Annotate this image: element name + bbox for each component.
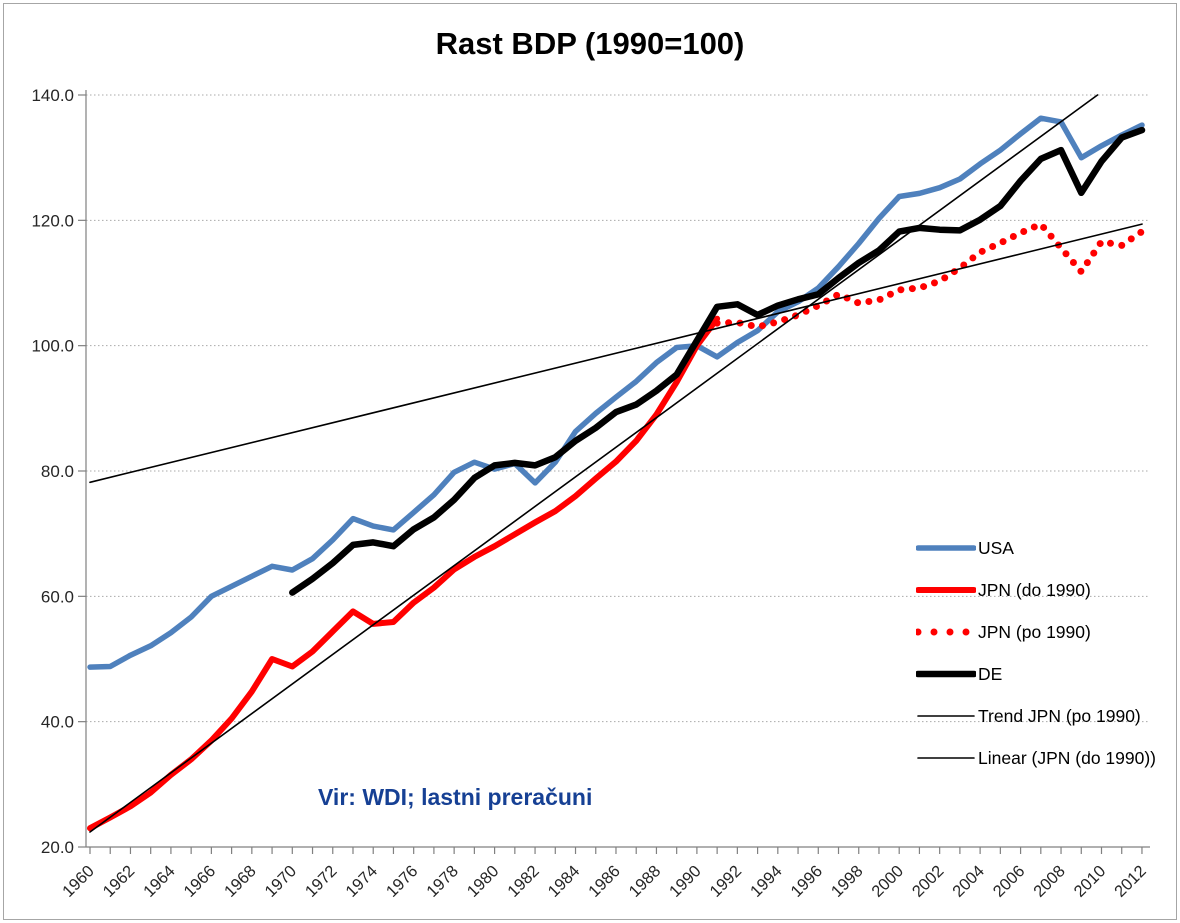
series-line-jpn-do-1990 xyxy=(87,315,721,832)
y-tick-label-60.0: 60.0 xyxy=(41,587,74,606)
y-tick-label-100.0: 100.0 xyxy=(31,337,74,356)
x-tick-label-1998: 1998 xyxy=(828,862,867,901)
legend-entry-usa: USA xyxy=(916,527,1166,569)
legend-entry-trend-jpn: Trend JPN (po 1990) xyxy=(916,695,1166,737)
y-tick-label-140.0: 140.0 xyxy=(31,86,74,105)
series-line-de xyxy=(289,126,1146,596)
legend-label-de: DE xyxy=(978,663,1003,684)
x-tick-label-1964: 1964 xyxy=(140,862,179,901)
trend-line-sample-icon xyxy=(917,715,975,717)
x-tick-label-2008: 2008 xyxy=(1030,862,1069,901)
legend-label-usa: USA xyxy=(978,537,1014,558)
y-tick-label-20.0: 20.0 xyxy=(41,838,74,857)
x-tick-label-2004: 2004 xyxy=(949,862,988,901)
x-tick-label-1966: 1966 xyxy=(181,862,220,901)
x-tick-label-1994: 1994 xyxy=(747,862,786,901)
x-tick-label-1978: 1978 xyxy=(423,862,462,901)
y-tick-label-80.0: 80.0 xyxy=(41,462,74,481)
x-tick-label-2010: 2010 xyxy=(1071,862,1110,901)
x-tick-label-2006: 2006 xyxy=(990,862,1029,901)
chart-title: Rast BDP (1990=100) xyxy=(435,26,745,61)
legend-label-trend-jpn: Trend JPN (po 1990) xyxy=(978,705,1141,726)
jpn-solid-line-sample-icon xyxy=(916,587,976,593)
legend-label-linear-jpn: Linear (JPN (do 1990)) xyxy=(978,747,1156,768)
jpn-dotted-line-sample-icon xyxy=(916,628,976,636)
y-tick-label-40.0: 40.0 xyxy=(41,713,74,732)
series-line-linear-jpn-do-1990 xyxy=(89,94,1099,833)
x-tick-label-2002: 2002 xyxy=(909,862,948,901)
series-line-trend-jpn-po-1990 xyxy=(89,223,1143,484)
x-tick-label-2000: 2000 xyxy=(868,862,907,901)
legend-entry-linear-jpn: Linear (JPN (do 1990)) xyxy=(916,737,1166,779)
legend: USA JPN (do 1990) JPN (po 1990) DE Trend… xyxy=(916,527,1166,779)
x-tick-label-1996: 1996 xyxy=(787,862,826,901)
x-tick-label-1992: 1992 xyxy=(706,862,745,901)
de-line-sample-icon xyxy=(916,670,976,678)
legend-entry-de: DE xyxy=(916,653,1166,695)
legend-entry-jpn-po-1990: JPN (po 1990) xyxy=(916,611,1166,653)
x-tick-label-1968: 1968 xyxy=(221,862,260,901)
x-tick-label-1982: 1982 xyxy=(504,862,543,901)
y-tick-label-120.0: 120.0 xyxy=(31,211,74,230)
x-tick-label-1976: 1976 xyxy=(383,862,422,901)
series-line-usa xyxy=(87,115,1145,670)
x-tick-label-1962: 1962 xyxy=(100,862,139,901)
x-tick-label-1986: 1986 xyxy=(585,862,624,901)
x-tick-label-1988: 1988 xyxy=(626,862,665,901)
x-tick-label-2012: 2012 xyxy=(1111,862,1150,901)
x-tick-label-1972: 1972 xyxy=(302,862,341,901)
usa-line-sample-icon xyxy=(916,545,976,551)
x-tick-label-1980: 1980 xyxy=(464,862,503,901)
legend-label-jpn-do-1990: JPN (do 1990) xyxy=(978,579,1091,600)
x-tick-label-1960: 1960 xyxy=(59,862,98,901)
x-tick-label-1984: 1984 xyxy=(545,862,584,901)
legend-entry-jpn-do-1990: JPN (do 1990) xyxy=(916,569,1166,611)
x-tick-label-1990: 1990 xyxy=(666,862,705,901)
source-annotation: Vir: WDI; lastni preračuni xyxy=(318,784,593,810)
linear-line-sample-icon xyxy=(917,757,975,759)
legend-label-jpn-po-1990: JPN (po 1990) xyxy=(978,621,1091,642)
x-tick-label-1974: 1974 xyxy=(342,862,381,901)
x-tick-label-1970: 1970 xyxy=(261,862,300,901)
